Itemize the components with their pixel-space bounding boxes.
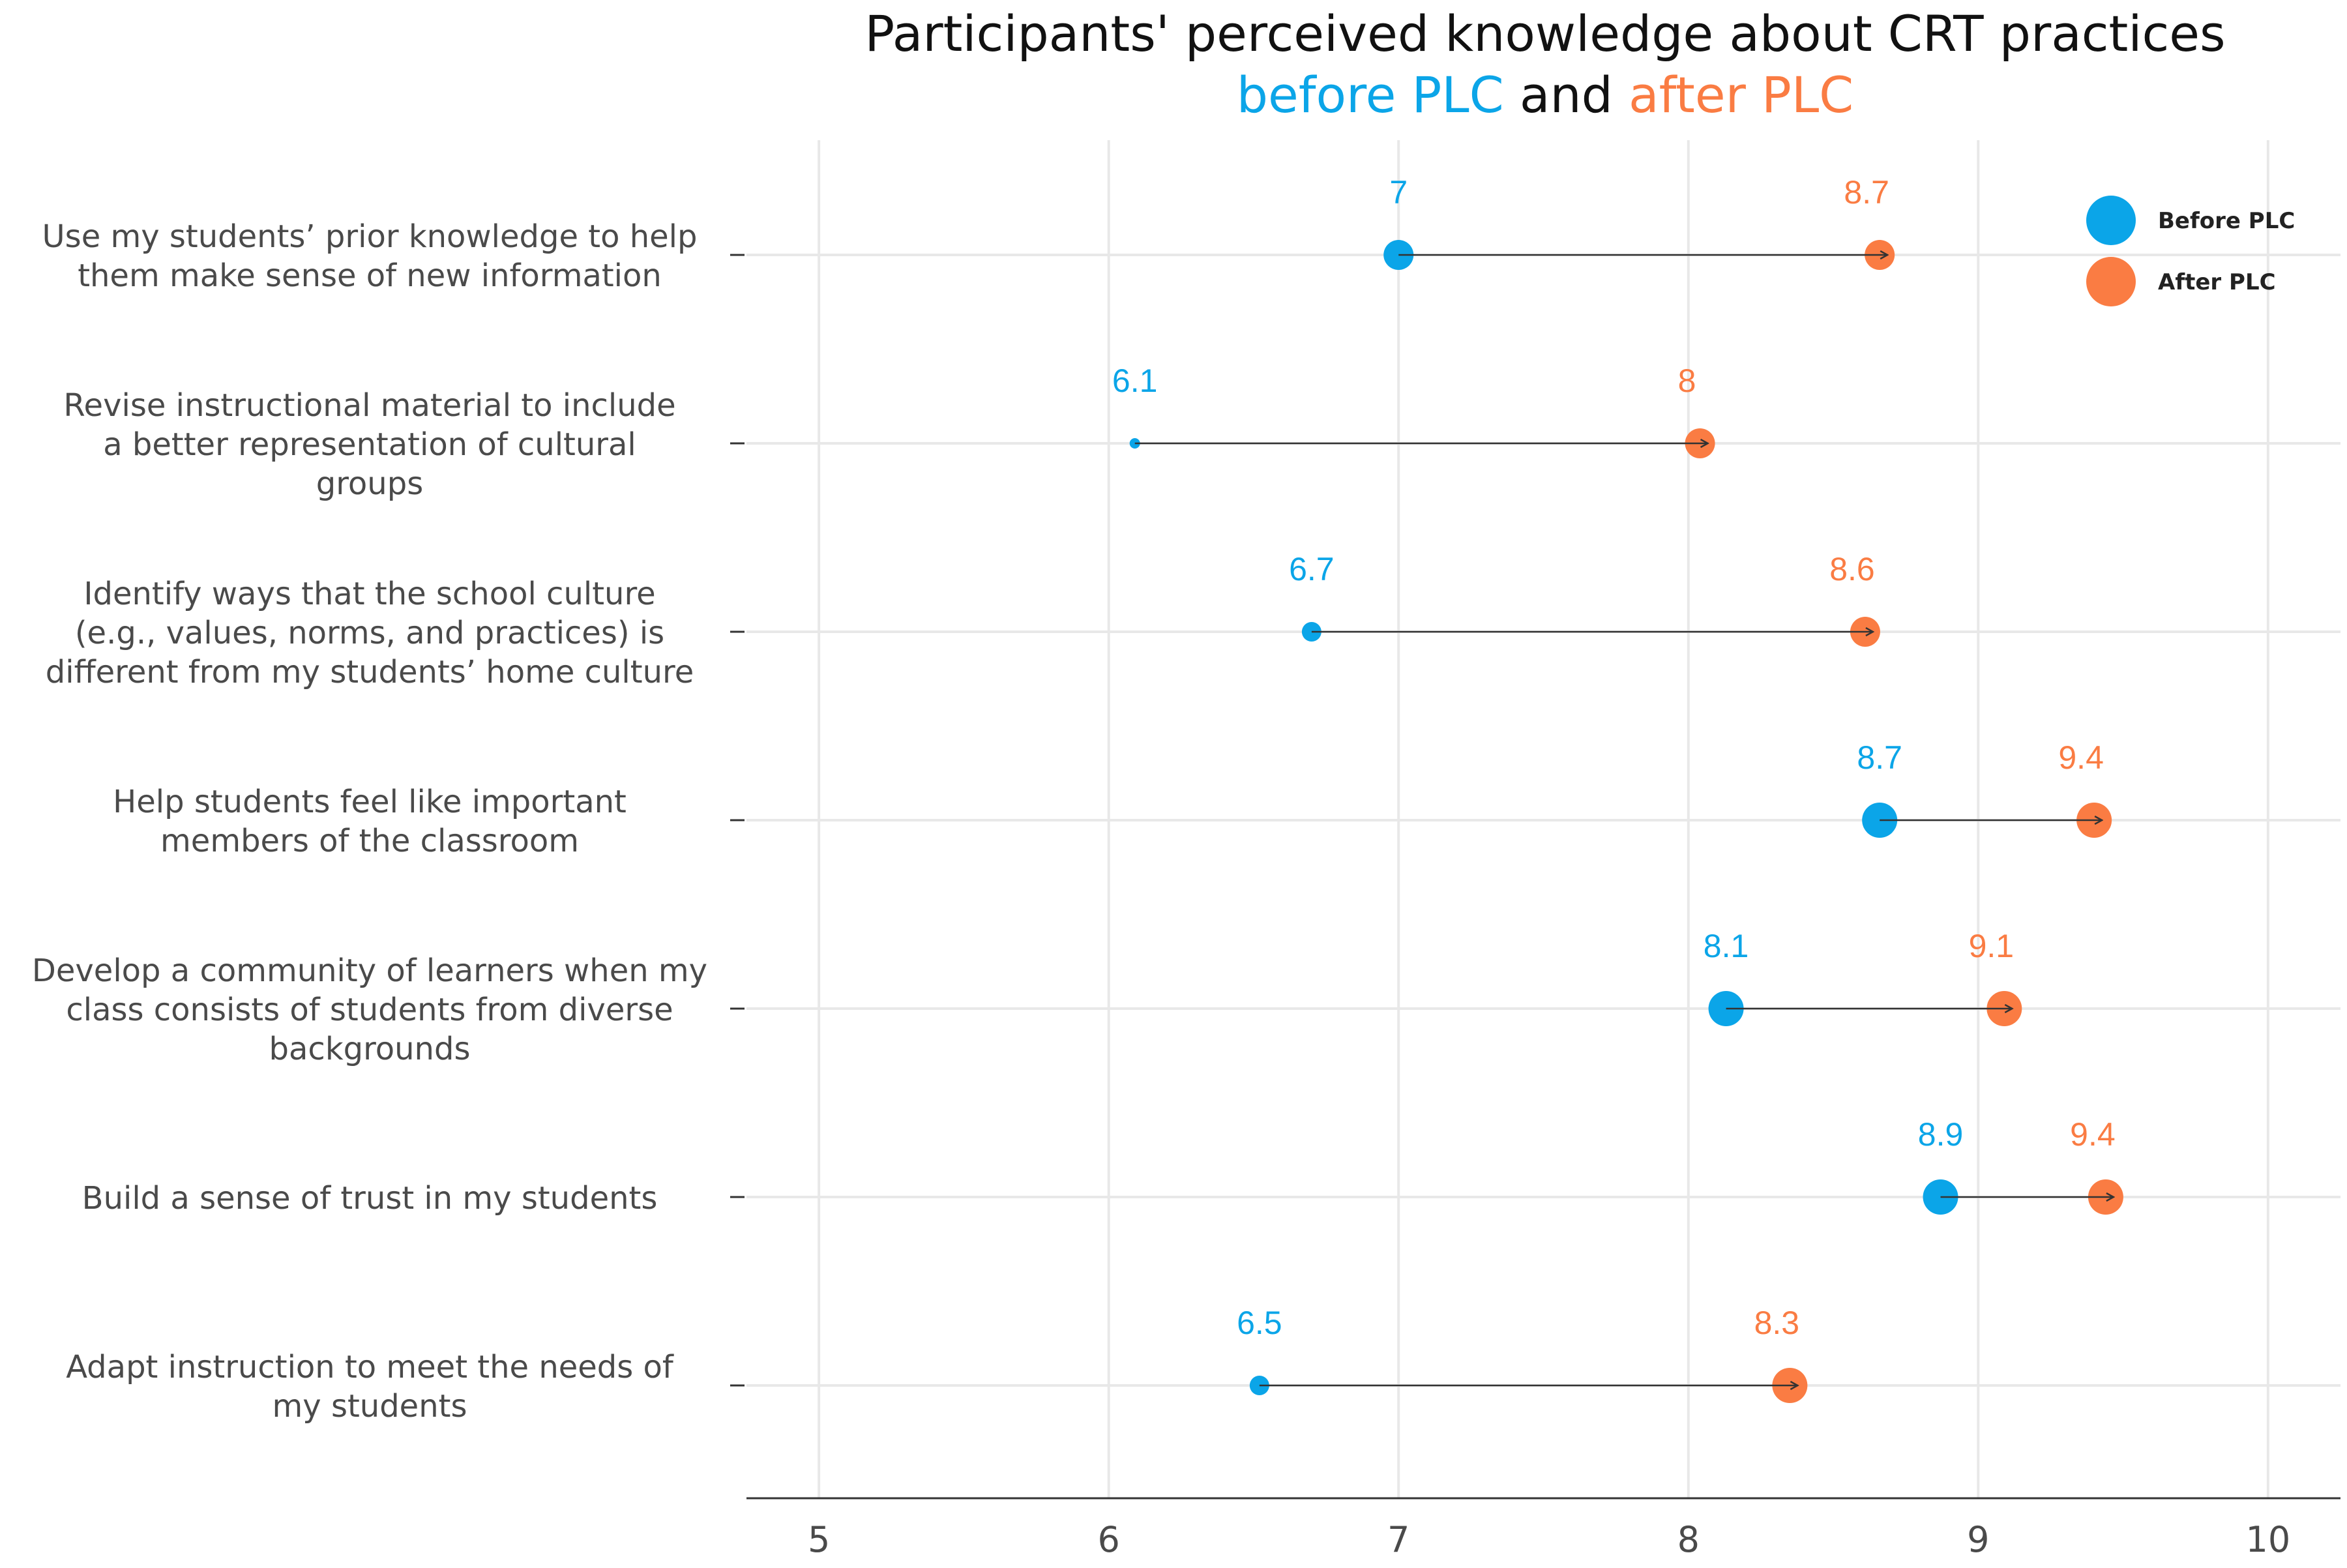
after-value-label-4: 9.1 [1969,928,2015,964]
x-axis: 5 6 7 8 9 10 [730,254,2340,1560]
before-value-label-4: 8.1 [1704,928,1749,964]
category-label-4-line-2: backgrounds [269,1031,471,1067]
x-tick-label-8: 8 [1677,1519,1700,1560]
x-tick-label-7: 7 [1387,1519,1410,1560]
after-value-label-1: 8 [1678,362,1696,399]
before-value-label-1: 6.1 [1112,362,1158,399]
after-value-label-0: 8.7 [1844,174,1889,211]
category-label-6-line-0: Adapt instruction to meet the needs of [66,1349,674,1385]
before-value-label-5: 8.9 [1918,1116,1964,1153]
legend-after-label: After PLC [2158,269,2276,295]
before-value-label-0: 7 [1389,174,1408,211]
category-label-2-line-0: Identify ways that the school culture [83,576,655,612]
chart-title: Participants' perceived knowledge about … [864,5,2225,63]
after-value-label-3: 9.4 [2058,739,2104,776]
before-value-label-6: 6.5 [1237,1305,1282,1341]
category-label-5-line-0: Build a sense of trust in my students [82,1180,658,1217]
category-label-0-line-0: Use my students’ prior knowledge to help [42,218,698,255]
subtitle-and: and [1520,66,1613,124]
after-value-label-6: 8.3 [1754,1305,1800,1341]
category-label-2-line-2: different from my students’ home culture [46,654,694,690]
legend-after-swatch [2086,257,2136,306]
before-value-label-3: 8.7 [1857,739,1902,776]
before-value-label-2: 6.7 [1289,551,1335,587]
legend-before-swatch [2086,196,2136,245]
chart-subtitle: before PLC and after PLC [1237,66,1854,124]
category-label-2-line-1: (e.g., values, norms, and practices) is [75,615,664,651]
subtitle-before: before PLC [1237,66,1504,124]
category-label-4-line-1: class consists of students from diverse [66,992,673,1028]
legend: Before PLC After PLC [2086,196,2295,306]
category-label-0-line-1: them make sense of new information [78,258,662,294]
category-label-4-line-0: Develop a community of learners when my [32,953,707,989]
chart-title-group: Participants' perceived knowledge about … [864,5,2225,124]
category-label-3-line-0: Help students feel like important [113,784,627,820]
category-labels: Use my students’ prior knowledge to help… [32,218,707,1425]
legend-before-label: Before PLC [2158,208,2295,234]
x-tick-label-9: 9 [1967,1519,1989,1560]
x-tick-label-5: 5 [808,1519,830,1560]
category-label-1-line-1: a better representation of cultural [103,426,636,463]
category-label-1-line-0: Revise instructional material to include [63,387,675,424]
category-label-6-line-1: my students [273,1388,467,1425]
subtitle-after: after PLC [1629,66,1853,124]
x-tick-label-10: 10 [2246,1519,2291,1560]
after-value-label-5: 9.4 [2070,1116,2116,1153]
x-tick-label-6: 6 [1098,1519,1120,1560]
category-label-3-line-1: members of the classroom [160,823,579,859]
data-marks: 7 8.7 6.1 8 6.7 8.6 8.7 9.4 8.1 9.1 8.9 9.4 6.5 8.3 [1112,174,2123,1403]
category-label-1-line-2: groups [316,466,423,502]
after-value-label-2: 8.6 [1829,551,1875,587]
